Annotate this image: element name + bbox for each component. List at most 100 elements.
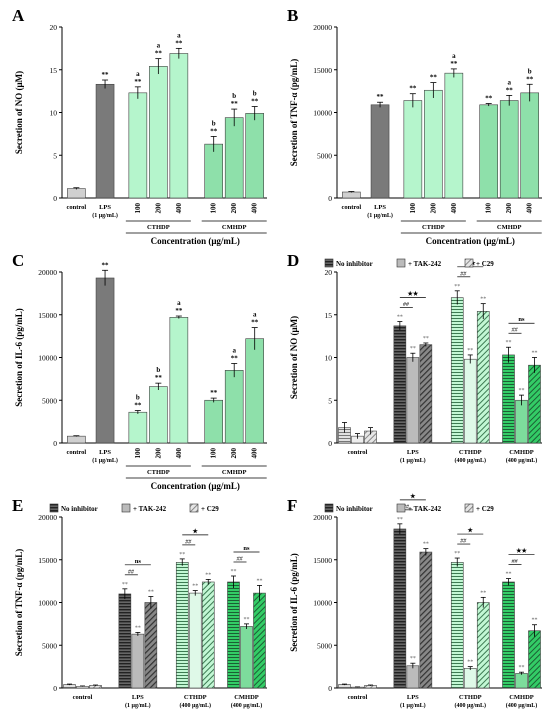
significance-label: a (177, 31, 181, 39)
category-label: 200 (230, 203, 238, 214)
bar (144, 602, 158, 689)
category-label: 200 (429, 203, 437, 214)
bar (169, 317, 189, 444)
significance-label: a (136, 70, 140, 78)
legend-label: No inhibitor (336, 260, 373, 268)
significance-label: ** (410, 656, 416, 662)
bracket-label: ★ (410, 493, 416, 500)
bar (253, 592, 266, 689)
legend-swatch (189, 503, 199, 513)
panel-letter: A (12, 6, 25, 25)
significance-label: ** (526, 75, 534, 83)
significance-label: ** (135, 625, 141, 631)
bar (450, 562, 464, 689)
bar (476, 311, 490, 444)
significance-label: ** (506, 340, 512, 346)
bar (128, 92, 148, 199)
bar (128, 411, 148, 444)
legend-swatch (324, 258, 334, 268)
panel-C: C 0 5000 10000 15000 20000 Secretion of IL-6 (… (12, 251, 267, 491)
y-tick-label: 0 (53, 194, 57, 203)
panel-F: F 0 5000 10000 15000 20000 Secretion of IL-6 (… (287, 493, 542, 709)
y-tick-label: 0 (328, 194, 332, 203)
bar (463, 668, 477, 689)
category-label: CMHDP (509, 449, 534, 456)
y-tick-label: 10 (50, 109, 58, 118)
significance-label: ** (430, 74, 438, 82)
bar (224, 117, 244, 199)
y-axis-label: Secretion of TNF-α (pg/mL) (289, 59, 299, 166)
legend-label: + TAK-242 (408, 260, 442, 268)
group-label: CMHDP (222, 469, 247, 476)
legend-label: + C29 (201, 505, 219, 513)
category-label: CTHDP (459, 449, 482, 456)
bracket-sub-label: ## (185, 539, 192, 545)
panel-letter: E (12, 496, 23, 515)
significance-label: a (232, 346, 236, 354)
category-label: CMHDP (234, 694, 259, 701)
legend-swatch (324, 503, 334, 513)
legend-label: No inhibitor (61, 505, 98, 513)
category-label: control (348, 694, 368, 701)
significance-label: ** (480, 297, 486, 303)
y-tick-label: 10 (325, 354, 333, 363)
group-label: CTHDP (422, 224, 445, 231)
category-sublabel: (1 μg/mL) (125, 702, 151, 709)
y-tick-label: 20000 (38, 513, 57, 522)
category-label: LPS (99, 449, 111, 456)
bar (515, 673, 528, 689)
legend-swatch (396, 503, 406, 513)
significance-label: ** (231, 100, 239, 108)
significance-label: ** (148, 590, 154, 596)
category-label: 100 (210, 448, 218, 459)
significance-label: b (212, 119, 216, 127)
category-label: 200 (154, 203, 162, 214)
bracket-label: ★★ (407, 291, 418, 298)
bar (370, 104, 390, 199)
category-label: control (348, 449, 368, 456)
bar (528, 364, 541, 444)
significance-label: ** (251, 98, 259, 106)
bar (118, 593, 132, 689)
y-tick-label: 10000 (38, 354, 57, 363)
significance-label: ** (532, 618, 538, 624)
bar (204, 399, 223, 444)
category-label: control (66, 204, 86, 211)
category-label: CTHDP (459, 694, 482, 701)
bar (201, 581, 215, 689)
bar (149, 386, 168, 444)
panel-D: D 0 5 10 15 20 Secretion of NO (μM) control ** **… (287, 251, 542, 464)
legend-swatch (121, 503, 131, 513)
y-tick-label: 20000 (313, 513, 332, 522)
bracket-label: ns (243, 545, 250, 552)
bar (502, 581, 515, 689)
bar (245, 338, 264, 444)
y-tick-label: 5000 (317, 151, 332, 160)
legend-label: + TAK-242 (408, 505, 442, 513)
bar (227, 581, 240, 689)
y-tick-label: 15 (325, 311, 333, 320)
category-sublabel: (400 μg/mL) (231, 702, 263, 709)
significance-label: ** (506, 572, 512, 578)
y-tick-label: 10000 (313, 599, 332, 608)
legend-label: No inhibitor (336, 505, 373, 513)
panel-A: A 0 5 10 15 20 Secretion of NO (μM) control ** LP… (12, 6, 267, 246)
significance-label: ** (423, 542, 429, 548)
y-tick-label: 20 (50, 23, 58, 32)
bar (188, 592, 202, 689)
bracket-sub-label: ## (128, 569, 135, 575)
group-label: CTHDP (147, 224, 170, 231)
significance-label: ** (485, 95, 493, 103)
bar (419, 344, 433, 444)
category-label: 400 (450, 203, 458, 214)
significance-label: ** (205, 572, 211, 578)
y-tick-label: 10000 (313, 109, 332, 118)
significance-label: a (177, 299, 181, 307)
y-axis-label: Secretion of IL-6 (pg/mL) (289, 553, 299, 652)
significance-label: ** (210, 389, 218, 397)
significance-label: ** (519, 388, 525, 394)
y-axis-label: Secretion of NO (μM) (289, 316, 299, 399)
bar (393, 528, 407, 689)
category-label: 400 (251, 203, 259, 214)
y-tick-label: 15000 (38, 311, 57, 320)
